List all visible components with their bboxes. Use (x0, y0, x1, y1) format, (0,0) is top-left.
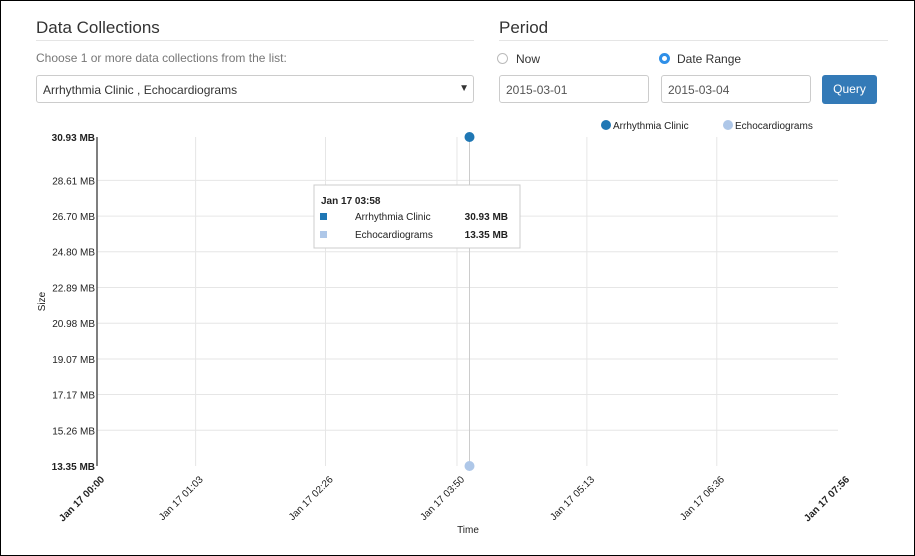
x-axis-title: Time (457, 525, 479, 536)
y-tick-label: 22.89 MB (52, 283, 95, 294)
legend-swatch (601, 120, 611, 130)
tooltip-name: Arrhythmia Clinic (355, 212, 431, 223)
data-point (464, 461, 475, 471)
legend-label: Arrhythmia Clinic (613, 121, 689, 132)
input-value: 2015-03-01 (506, 83, 568, 97)
x-tick-label: Jan 17 06:36 (678, 474, 727, 523)
divider (36, 40, 474, 41)
x-tick-label: Jan 17 07:56 (802, 474, 852, 524)
divider (499, 40, 888, 41)
collections-title: Data Collections (36, 18, 160, 37)
y-tick-label: 26.70 MB (52, 212, 95, 223)
radio-date-range[interactable] (659, 53, 670, 64)
y-tick-label: 19.07 MB (52, 355, 95, 366)
y-tick-label: 15.26 MB (52, 426, 95, 437)
tooltip (313, 184, 521, 249)
end-date-input[interactable]: 2015-03-04 (661, 75, 811, 103)
legend-swatch (723, 120, 733, 130)
y-tick-label: 13.35 MB (52, 462, 95, 473)
tooltip-title: Jan 17 03:58 (321, 196, 381, 207)
x-tick-label: Jan 17 02:26 (287, 474, 336, 523)
tooltip-value: 13.35 MB (465, 230, 508, 241)
y-tick-label: 17.17 MB (52, 391, 95, 402)
query-button[interactable]: Query (822, 75, 877, 104)
y-tick-label: 20.98 MB (52, 319, 95, 330)
select-value: Arrhythmia Clinic , Echocardiograms (43, 83, 238, 97)
collections-hint: Choose 1 or more data collections from t… (36, 51, 287, 65)
tooltip-name: Echocardiograms (355, 230, 433, 241)
legend-label: Echocardiograms (735, 121, 813, 132)
tooltip-swatch (320, 231, 327, 238)
y-tick-label: 24.80 MB (52, 248, 95, 259)
collections-select[interactable]: Arrhythmia Clinic , Echocardiograms ▼ (36, 75, 474, 103)
y-tick-label: 28.61 MB (52, 176, 95, 187)
radio-label: Date Range (677, 52, 742, 66)
x-tick-label: Jan 17 05:13 (548, 474, 597, 523)
radio-label: Now (516, 52, 541, 66)
tooltip-value: 30.93 MB (465, 212, 508, 223)
x-tick-label: Jan 17 01:03 (157, 474, 206, 523)
period-title: Period (499, 18, 549, 37)
y-axis-title: Size (37, 291, 48, 311)
x-tick-label: Jan 17 03:50 (418, 474, 467, 523)
data-point (464, 132, 475, 142)
tooltip-swatch (320, 213, 327, 220)
x-tick-label: Jan 17 00:00 (57, 474, 107, 524)
y-tick-label: 30.93 MB (52, 133, 95, 144)
start-date-input[interactable]: 2015-03-01 (499, 75, 649, 103)
radio-now[interactable] (497, 53, 508, 64)
input-value: 2015-03-04 (668, 83, 730, 97)
dropdown-arrow: ▼ (459, 83, 469, 94)
